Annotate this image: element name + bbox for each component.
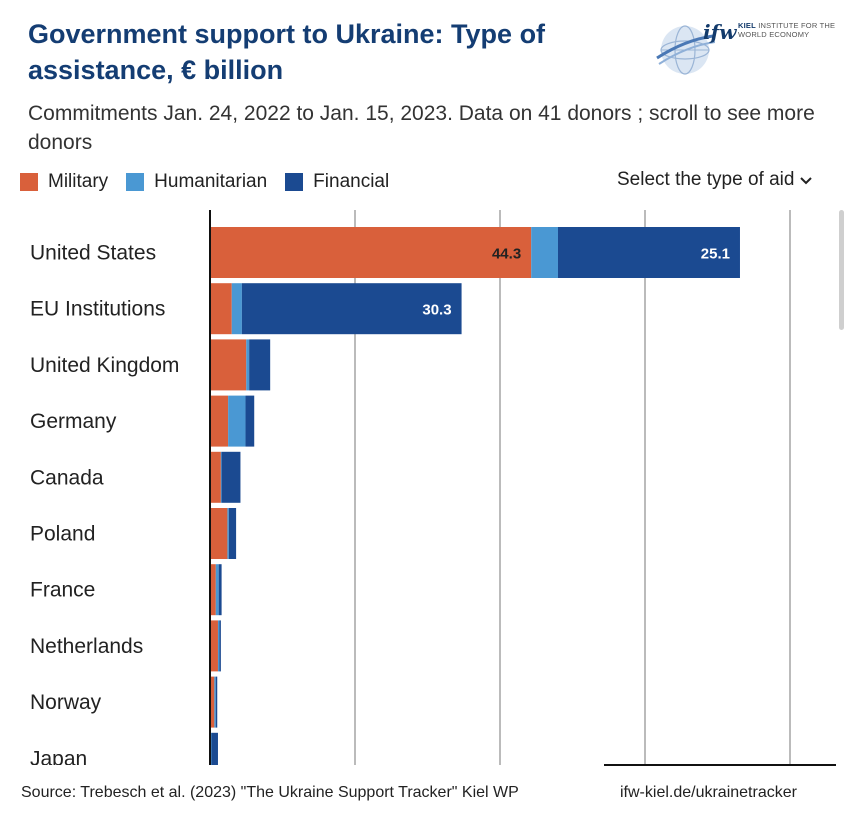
bar-financial-eu-institutions <box>241 283 462 335</box>
legend-label: Financial <box>313 171 390 192</box>
bar-humanitarian-poland <box>227 508 229 559</box>
category-label: EU Institutions <box>30 298 165 321</box>
ifw-logo: ifw KIEL INSTITUTE FOR THE WORLD ECONOMY <box>655 12 855 82</box>
bar-military-united-states <box>210 227 532 278</box>
axis-baseline <box>604 764 836 766</box>
legend-swatch <box>285 173 304 191</box>
data-label: 44.3 <box>492 246 521 263</box>
legend-label: Military <box>48 171 109 192</box>
tracker-link[interactable]: ifw-kiel.de/ukrainetracker <box>620 784 797 801</box>
category-label: Germany <box>30 410 117 433</box>
dropdown-label: Select the type of aid <box>617 169 795 190</box>
bar-financial-france <box>218 564 222 616</box>
category-label: Canada <box>30 466 104 489</box>
bar-financial-norway <box>215 676 218 728</box>
bar-humanitarian-united-states <box>531 227 558 278</box>
data-label: 30.3 <box>422 302 451 319</box>
bar-military-netherlands <box>210 620 218 672</box>
bar-humanitarian-france <box>215 564 219 616</box>
category-label: Norway <box>30 691 102 714</box>
category-label: France <box>30 579 95 602</box>
category-label: United Kingdom <box>30 354 179 377</box>
bar-financial-germany <box>245 395 255 447</box>
logo-org-name: KIEL INSTITUTE FOR THE WORLD ECONOMY <box>738 21 836 39</box>
legend-label: Humanitarian <box>154 171 268 192</box>
legend-item-financial[interactable]: Financial <box>285 171 389 193</box>
bar-financial-netherlands <box>219 620 221 672</box>
chart-legend: Military Humanitarian Financial <box>20 171 407 193</box>
chart-title: Government support to Ukraine: Type of a… <box>28 19 546 85</box>
bar-humanitarian-germany <box>228 395 246 447</box>
bar-humanitarian-united-kingdom <box>246 339 250 391</box>
bar-military-poland <box>210 508 228 559</box>
bar-humanitarian-netherlands <box>217 620 220 672</box>
bar-financial-poland <box>228 508 237 559</box>
stacked-bar-chart: United States 44.3 25.1 EU Institutions 30.3… <box>30 210 791 765</box>
bar-military-united-kingdom <box>210 339 247 391</box>
bar-financial-japan <box>211 732 218 765</box>
category-label: United States <box>30 242 156 265</box>
category-label: Japan <box>30 747 87 765</box>
category-label: Netherlands <box>30 635 143 658</box>
source-note: Source: Trebesch et al. (2023) "The Ukra… <box>21 784 519 801</box>
bar-military-norway <box>210 676 215 728</box>
category-label: Poland <box>30 523 95 546</box>
legend-swatch <box>20 173 38 191</box>
globe-icon <box>656 25 715 75</box>
bar-military-eu-institutions <box>210 283 232 335</box>
bar-financial-canada <box>221 451 241 503</box>
legend-item-military[interactable]: Military <box>20 171 108 193</box>
bar-humanitarian-eu-institutions <box>231 283 242 335</box>
data-label: 25.1 <box>701 246 730 263</box>
chart-scroll-area[interactable]: United States 44.3 25.1 EU Institutions 30.3… <box>0 210 865 765</box>
chart-subtitle: Commitments Jan. 24, 2022 to Jan. 15, 20… <box>28 102 815 154</box>
legend-swatch <box>126 173 145 191</box>
bar-humanitarian-canada <box>220 451 222 503</box>
bar-military-canada <box>210 451 221 503</box>
chevron-down-icon <box>800 172 813 188</box>
bar-financial-united-states <box>558 227 740 278</box>
scrollbar-thumb[interactable] <box>839 210 844 330</box>
bar-humanitarian-norway <box>214 676 216 728</box>
bar-military-france <box>210 564 216 616</box>
legend-item-humanitarian[interactable]: Humanitarian <box>126 171 267 193</box>
aid-type-dropdown[interactable]: Select the type of aid <box>617 169 813 191</box>
logo-wordmark: ifw <box>703 20 737 44</box>
bar-military-germany <box>210 395 229 447</box>
bar-financial-united-kingdom <box>249 339 271 391</box>
